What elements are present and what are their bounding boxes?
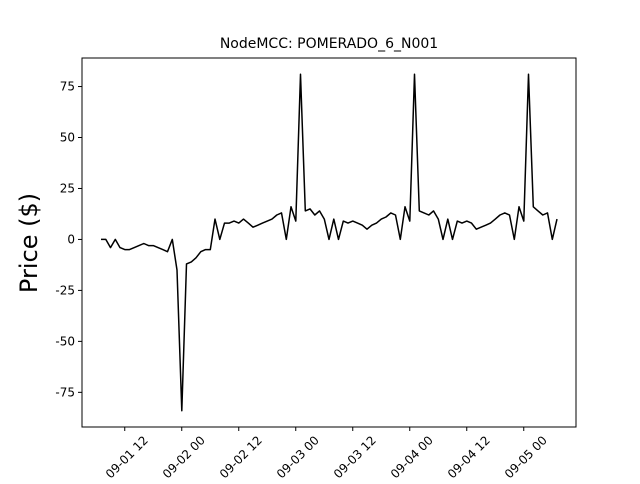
y-tick-label: -75 — [55, 385, 75, 399]
plot-frame — [81, 57, 577, 428]
y-tick-label: -50 — [55, 334, 75, 348]
y-tick-label: -25 — [55, 283, 75, 297]
y-tick-label: 75 — [60, 80, 75, 94]
y-axis-label: Price ($) — [15, 193, 43, 293]
y-tick-label: 50 — [60, 131, 75, 145]
y-tick-label: 25 — [60, 181, 75, 195]
y-tick-label: 0 — [67, 232, 75, 246]
price-line — [101, 73, 558, 412]
chart-title: NodeMCC: POMERADO_6_N001 — [220, 36, 438, 52]
